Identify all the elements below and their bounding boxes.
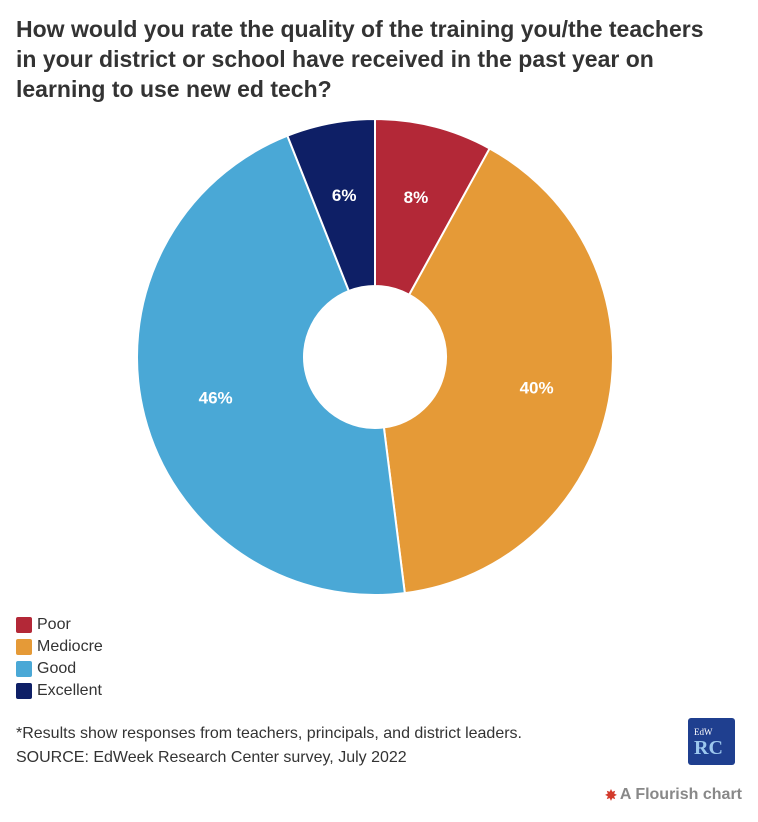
legend-label-good: Good [37,660,77,677]
legend-label-poor: Poor [37,616,71,633]
slice-excellent[interactable] [286,117,376,293]
flourish-credit-text: A Flourish chart [619,786,742,803]
legend-swatch-poor [16,617,32,633]
legend-item-good[interactable]: Good [16,658,103,680]
slice-label-mediocre: 40% [520,378,554,397]
legend-label-excellent: Excellent [37,682,102,699]
slice-good[interactable] [136,134,406,596]
legend-label-mediocre: Mediocre [37,638,103,655]
edweek-rc-logo[interactable]: EdW RC [688,718,735,765]
legend-swatch-mediocre [16,639,32,655]
logo-text-bottom: RC [694,737,723,759]
donut-chart: 8% 40% 46% 6% [136,117,614,596]
legend-item-excellent[interactable]: Excellent [16,680,103,702]
legend-item-poor[interactable]: Poor [16,614,103,636]
legend-swatch-good [16,661,32,677]
legend: Poor Mediocre Good Excellent [16,614,103,702]
flourish-logo-icon: ✸ [605,786,617,803]
slice-label-excellent: 6% [332,186,357,205]
footnote: *Results show responses from teachers, p… [16,722,522,770]
slice-label-good: 46% [199,388,233,407]
slice-label-poor: 8% [404,188,429,207]
footnote-note: *Results show responses from teachers, p… [16,725,522,742]
footnote-source: SOURCE: EdWeek Research Center survey, J… [16,749,407,766]
chart-title: How would you rate the quality of the tr… [16,16,704,102]
legend-swatch-excellent [16,683,32,699]
legend-item-mediocre[interactable]: Mediocre [16,636,103,658]
slice-mediocre[interactable] [382,147,614,595]
flourish-credit-link[interactable]: ✸ A Flourish chart [605,786,742,804]
logo-text-top: EdW [694,727,713,737]
